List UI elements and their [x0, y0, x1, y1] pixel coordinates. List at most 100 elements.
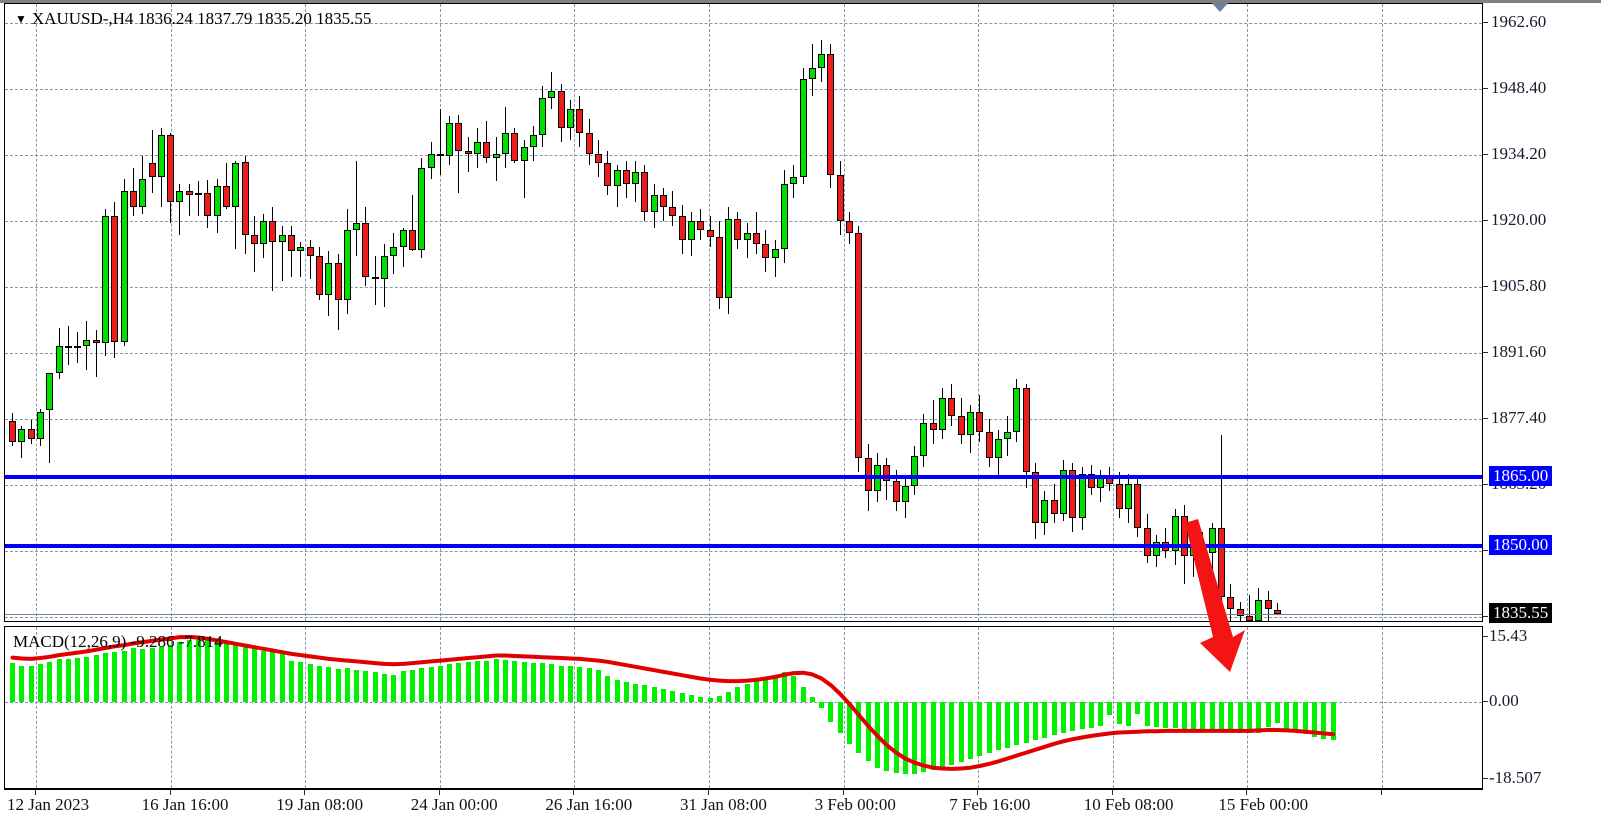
price-axis-label-0: 1962.60: [1491, 12, 1547, 31]
macd-histogram-bar: [279, 654, 285, 702]
macd-histogram-bar: [400, 671, 406, 702]
price-axis-label-3: 1920.00: [1491, 210, 1547, 229]
candle-body: [725, 218, 733, 298]
price-axis-tick-0: [1483, 22, 1488, 23]
macd-histogram-bar: [967, 701, 973, 759]
candle-wick: [523, 139, 525, 198]
candle-body: [222, 186, 230, 208]
macd-histogram-bar: [10, 663, 15, 702]
macd-histogram-bar: [158, 646, 164, 702]
candle-body: [9, 420, 16, 442]
candle-body: [1227, 597, 1235, 610]
time-axis-label-9: 15 Feb 00:00: [1218, 795, 1309, 814]
macd-histogram-bar: [837, 701, 843, 734]
vertical-gridline-macd-8: [1112, 627, 1114, 788]
vertical-gridline-price-9: [1247, 4, 1249, 621]
candle-body: [911, 455, 919, 486]
macd-histogram-bar: [391, 675, 397, 702]
macd-histogram-bar: [121, 650, 127, 702]
time-axis-tick-5: [708, 790, 709, 795]
symbol-quote-header: ▼ XAUUSD-,H4 1836.24 1837.79 1835.20 1835…: [15, 10, 371, 28]
candle-body: [18, 429, 26, 442]
macd-histogram-bar: [977, 701, 983, 756]
macd-plot-area[interactable]: [5, 627, 1482, 788]
macd-axis[interactable]: 15.43 0.00 -18.507: [1483, 626, 1601, 789]
macd-header-label: MACD(12,26,9) -9.286 -7.814: [13, 632, 223, 651]
macd-histogram-bar: [707, 697, 713, 702]
candle-body: [948, 397, 956, 417]
candle-body: [1115, 483, 1123, 510]
macd-histogram-bar: [65, 658, 71, 702]
macd-histogram-bar: [865, 701, 871, 761]
macd-histogram-bar: [540, 663, 546, 702]
candle-wick: [291, 225, 292, 277]
candle-body: [1152, 541, 1160, 556]
price-axis-label-5: 1891.60: [1491, 342, 1547, 361]
candle-body: [660, 195, 667, 208]
price-chart-pane[interactable]: ▼ XAUUSD-,H4 1836.24 1837.79 1835.20 1835…: [4, 3, 1483, 622]
price-axis-tick-3: [1483, 220, 1488, 221]
macd-histogram-bar: [698, 696, 704, 702]
macd-axis-tick-0: [1483, 636, 1488, 637]
macd-zero-gridline: [5, 701, 1482, 703]
candle-body: [278, 234, 286, 242]
macd-histogram-bar: [130, 648, 136, 702]
vertical-gridline-macd-10: [1382, 627, 1383, 788]
vertical-gridline-macd-6: [843, 627, 845, 788]
candle-wick: [374, 255, 376, 305]
macd-axis-label-2: -18.507: [1489, 768, 1542, 787]
price-level-badge-resistance[interactable]: 1865.00: [1489, 465, 1553, 486]
macd-histogram-bar: [1293, 701, 1299, 732]
time-axis-label-4: 26 Jan 16:00: [545, 795, 633, 814]
chevron-down-icon: ▼: [15, 12, 27, 26]
time-axis[interactable]: 12 Jan 2023 16 Jan 16:00 19 Jan 08:00 24 Ja…: [4, 789, 1483, 825]
candle-body: [1032, 471, 1039, 524]
candle-body: [613, 169, 621, 187]
candle-body: [455, 123, 463, 152]
price-level-line-resistance[interactable]: [5, 474, 1482, 479]
macd-histogram-bar: [744, 683, 750, 702]
time-axis-label-0: 12 Jan 2023: [7, 795, 90, 814]
candle-wick: [225, 162, 227, 210]
vertical-gridline-macd-5: [709, 627, 710, 788]
vertical-gridline-price-5: [709, 4, 710, 621]
macd-histogram-bar: [558, 665, 564, 702]
macd-histogram-bar: [447, 664, 453, 702]
macd-histogram-bar: [177, 642, 183, 702]
candle-body: [855, 232, 863, 459]
candle-body: [1245, 616, 1253, 621]
macd-histogram-bar: [409, 669, 415, 702]
current-price-badge[interactable]: 1835.55: [1489, 602, 1553, 623]
macd-histogram-bar: [335, 668, 341, 702]
candle-body: [790, 176, 798, 184]
macd-histogram-bar: [289, 660, 294, 702]
macd-histogram-bar: [1135, 701, 1141, 715]
candle-body: [641, 172, 649, 212]
macd-histogram-bar: [1098, 701, 1104, 726]
macd-histogram-bar: [84, 657, 90, 702]
price-plot-area[interactable]: [5, 4, 1482, 621]
price-axis[interactable]: 1962.60 1948.40 1934.20 1920.00 1905.80 1891.…: [1483, 3, 1601, 624]
candle-wick: [356, 160, 358, 256]
macd-histogram-bar: [1060, 701, 1066, 733]
macd-histogram-bar: [586, 668, 592, 702]
macd-histogram-bar: [19, 665, 25, 702]
candle-wick: [439, 109, 441, 175]
macd-indicator-pane[interactable]: MACD(12,26,9) -9.286 -7.814: [4, 626, 1483, 789]
price-level-line-support[interactable]: [5, 544, 1482, 549]
macd-histogram-bar: [1246, 701, 1252, 733]
macd-histogram-bar: [168, 644, 174, 702]
price-level-badge-support[interactable]: 1850.00: [1489, 535, 1553, 556]
candle-body: [102, 216, 109, 343]
candle-body: [1208, 527, 1216, 554]
candle-body: [883, 465, 891, 482]
candle-body: [148, 162, 156, 177]
candle-body: [492, 153, 500, 159]
macd-histogram-bar: [372, 671, 378, 702]
candle-body: [185, 191, 193, 196]
macd-histogram-bar: [465, 662, 471, 702]
candle-body: [92, 339, 100, 343]
candle-wick: [932, 399, 934, 445]
candle-body: [129, 190, 137, 208]
candle-body: [390, 246, 398, 256]
